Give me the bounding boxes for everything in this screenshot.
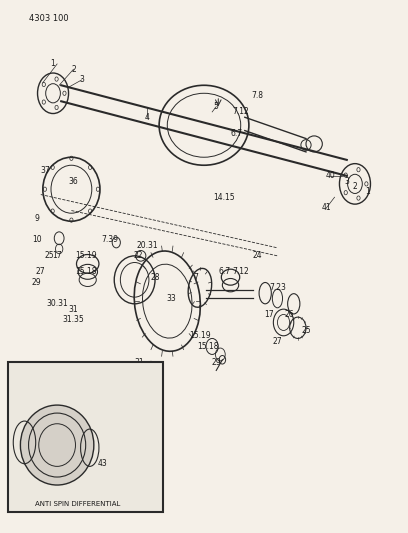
Text: 3: 3 xyxy=(79,76,84,84)
Text: 4303 100: 4303 100 xyxy=(29,14,68,23)
Text: 29: 29 xyxy=(32,278,42,287)
Text: 28: 28 xyxy=(150,273,160,281)
Text: 31: 31 xyxy=(69,305,78,313)
Text: 31.35: 31.35 xyxy=(62,316,84,324)
Text: 36: 36 xyxy=(69,177,78,185)
Text: 2: 2 xyxy=(353,182,357,191)
Text: 17: 17 xyxy=(52,252,62,260)
Text: 17: 17 xyxy=(264,310,274,319)
Text: 7.12: 7.12 xyxy=(232,108,249,116)
Text: 25: 25 xyxy=(301,326,311,335)
Text: 4: 4 xyxy=(144,113,149,122)
Text: 15.19: 15.19 xyxy=(189,332,211,340)
Ellipse shape xyxy=(20,405,94,485)
Text: 15.18: 15.18 xyxy=(197,342,219,351)
Text: 24: 24 xyxy=(252,252,262,260)
Text: 25: 25 xyxy=(44,252,54,260)
Text: 37: 37 xyxy=(40,166,50,175)
Text: ANTI SPIN DIFFERENTIAL: ANTI SPIN DIFFERENTIAL xyxy=(35,500,120,507)
Text: 7.8: 7.8 xyxy=(251,92,263,100)
Text: 31: 31 xyxy=(134,358,144,367)
Text: 22: 22 xyxy=(134,252,144,260)
Text: 6.7: 6.7 xyxy=(231,129,243,138)
Text: 5: 5 xyxy=(214,102,219,111)
Text: 15.18: 15.18 xyxy=(75,268,96,276)
Text: 9: 9 xyxy=(34,214,39,223)
Text: 29: 29 xyxy=(211,358,221,367)
Text: 43: 43 xyxy=(97,459,107,468)
Text: 7.12: 7.12 xyxy=(232,268,249,276)
Bar xyxy=(8,362,163,512)
Text: 1: 1 xyxy=(51,60,55,68)
Text: 7.23: 7.23 xyxy=(269,284,286,292)
Text: 40: 40 xyxy=(326,172,335,180)
Text: 27: 27 xyxy=(36,268,46,276)
Text: 14.15: 14.15 xyxy=(213,193,235,201)
Text: 15.19: 15.19 xyxy=(75,252,97,260)
Text: 1: 1 xyxy=(365,188,370,196)
Text: 30.31: 30.31 xyxy=(136,369,158,377)
Text: 10: 10 xyxy=(32,236,42,244)
Text: 30.31: 30.31 xyxy=(46,300,68,308)
Text: 3: 3 xyxy=(344,177,349,185)
Text: 7.39: 7.39 xyxy=(102,236,119,244)
Text: 7: 7 xyxy=(193,273,198,281)
Text: 26: 26 xyxy=(285,310,295,319)
Text: 41: 41 xyxy=(322,204,331,212)
Text: 20.31: 20.31 xyxy=(136,241,158,249)
Text: 6.7: 6.7 xyxy=(218,268,231,276)
Text: 2: 2 xyxy=(71,65,76,74)
Text: 27: 27 xyxy=(273,337,282,345)
Text: 33: 33 xyxy=(166,294,176,303)
